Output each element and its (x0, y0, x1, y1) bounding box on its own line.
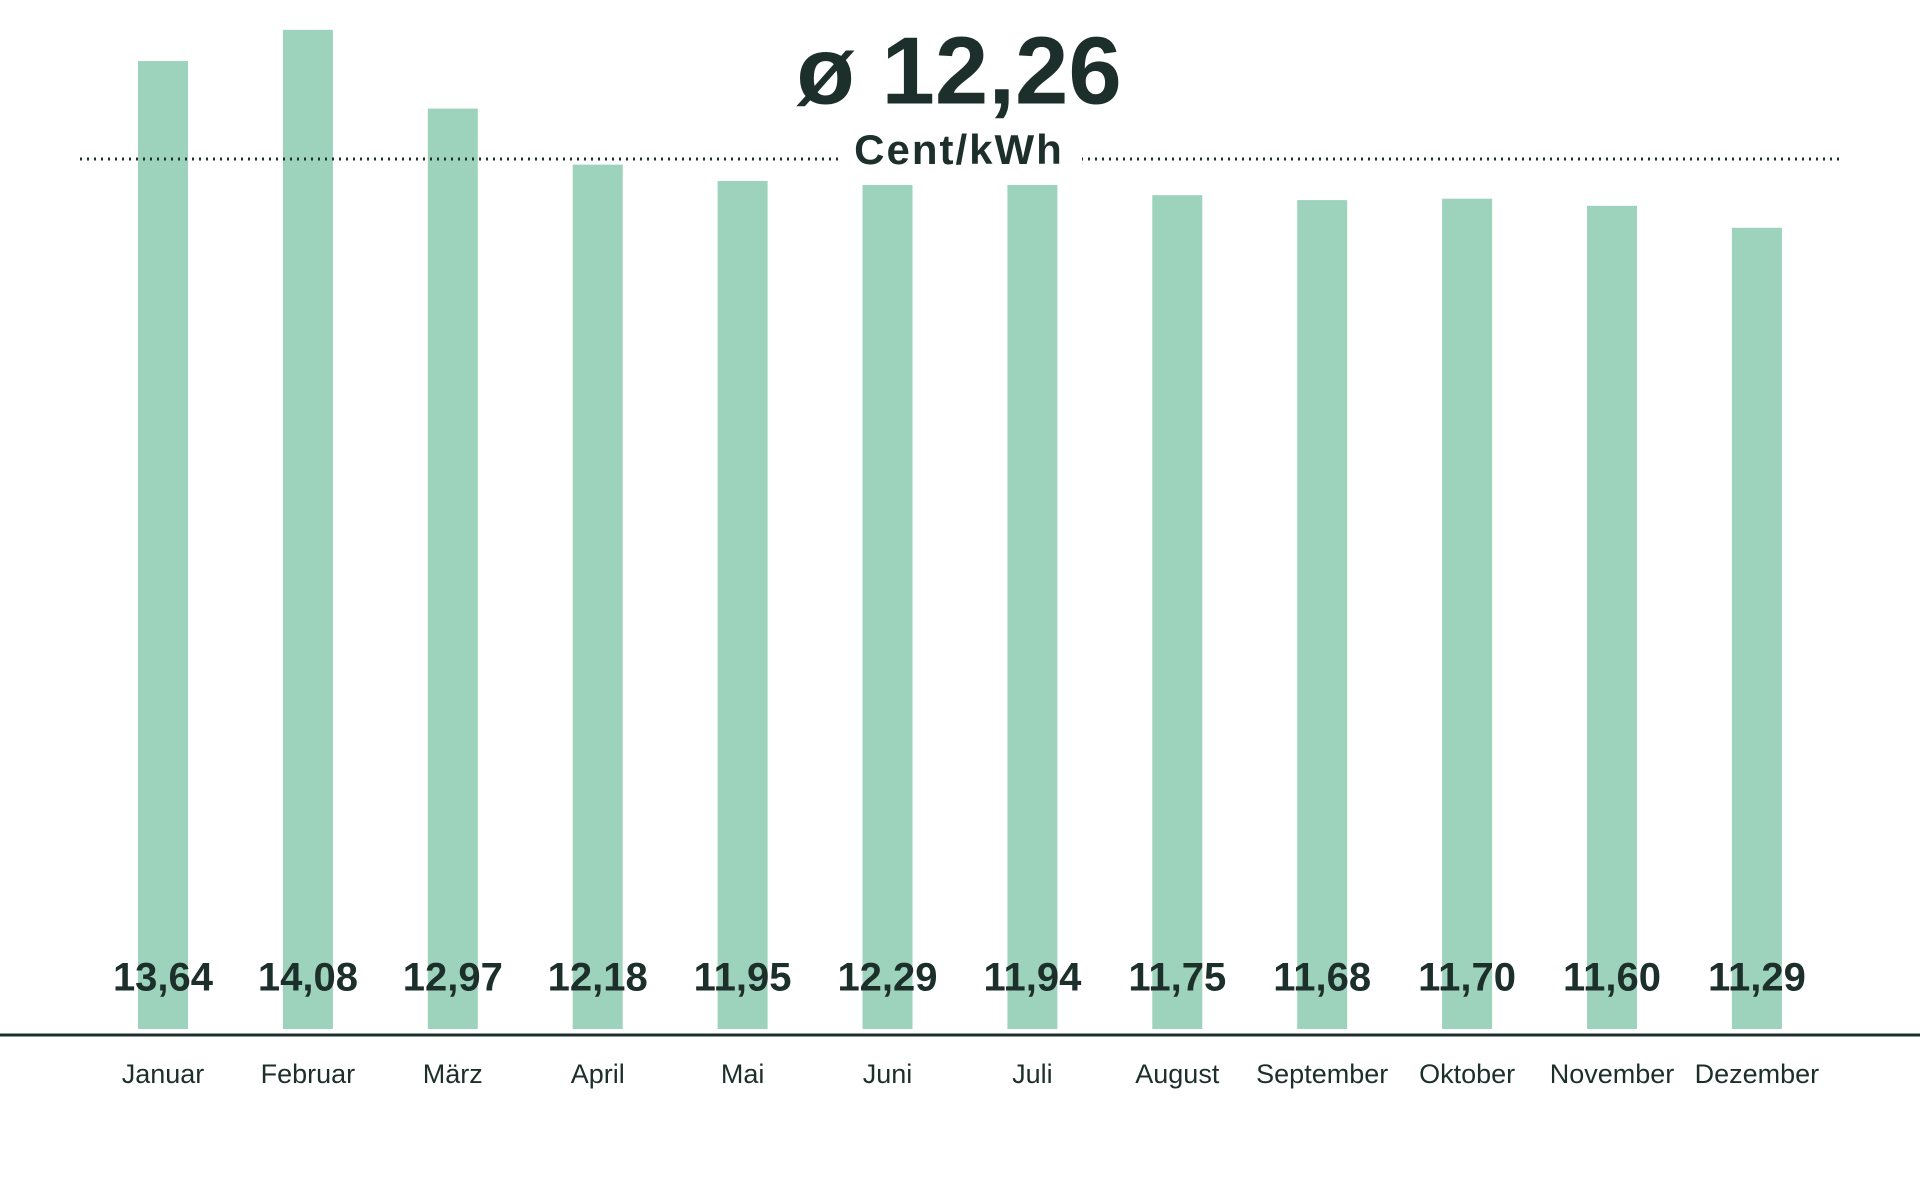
x-tick-label: Februar (261, 1059, 356, 1089)
bar (282, 29, 333, 1029)
bar (717, 180, 768, 1030)
value-label: 12,97 (403, 956, 503, 1000)
value-label: 14,08 (258, 956, 358, 1000)
value-label: 11,60 (1563, 956, 1661, 1000)
value-label: 11,95 (694, 956, 792, 1000)
bar (1007, 181, 1058, 1029)
x-tick-label: März (423, 1059, 483, 1089)
value-label: 11,29 (1708, 956, 1806, 1000)
x-tick-label: September (1256, 1059, 1388, 1089)
mean-label: ø 12,26 (796, 17, 1122, 124)
bar (1442, 198, 1493, 1030)
bar (1731, 227, 1782, 1029)
value-label: 11,70 (1418, 956, 1516, 1000)
label-background (838, 132, 1082, 185)
value-label: 12,29 (837, 956, 937, 1000)
bar (138, 61, 188, 1030)
x-tick-label: Oktober (1419, 1059, 1515, 1089)
x-tick-label: Mai (721, 1059, 765, 1089)
x-tick-label: Juli (1012, 1059, 1053, 1089)
value-label: 13,64 (113, 956, 214, 1000)
bar (1152, 195, 1203, 1030)
bar (572, 164, 623, 1029)
bar (862, 156, 913, 1029)
bar (1297, 200, 1348, 1030)
bar (1587, 205, 1637, 1030)
x-tick-label: Januar (122, 1059, 205, 1089)
value-label: 11,94 (983, 956, 1082, 1000)
x-tick-label: November (1550, 1059, 1675, 1089)
value-label: 12,18 (548, 956, 648, 1000)
x-tick-label: August (1135, 1059, 1220, 1089)
value-label: 11,68 (1273, 956, 1371, 1000)
x-tick-label: Dezember (1695, 1059, 1820, 1089)
x-tick-label: Juni (863, 1059, 913, 1089)
unit-label: Cent/kWh (854, 126, 1064, 173)
value-label: 11,75 (1128, 956, 1226, 1000)
x-tick-label: April (571, 1059, 625, 1089)
bar (427, 108, 478, 1029)
